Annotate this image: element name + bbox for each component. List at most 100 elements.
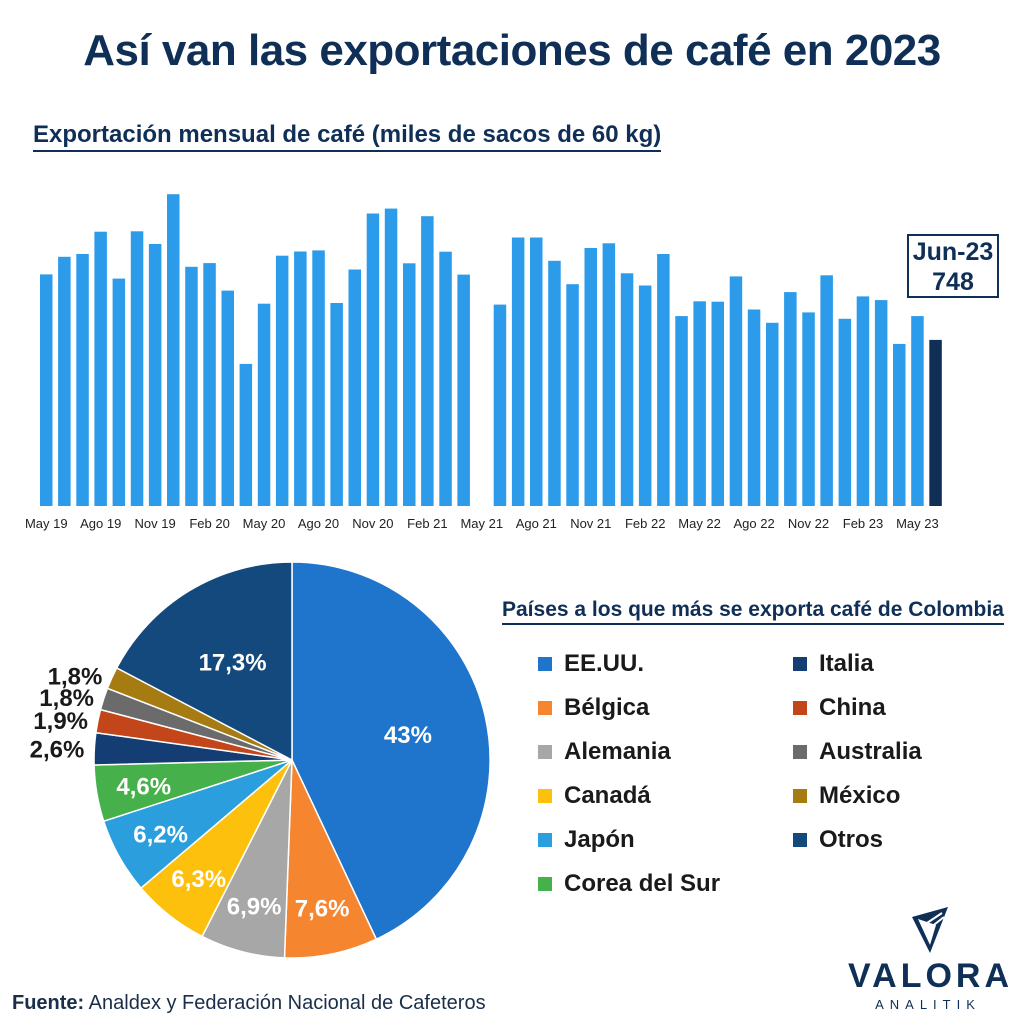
bar — [294, 251, 307, 506]
x-tick-label: Feb 20 — [189, 516, 229, 531]
legend-swatch — [538, 701, 552, 715]
bar — [403, 263, 416, 506]
bar — [257, 303, 271, 506]
logo-icon — [912, 907, 948, 953]
pie-value-label: 1,9% — [33, 708, 88, 735]
bar — [693, 301, 706, 506]
legend-label: Corea del Sur — [564, 870, 721, 897]
legend-title: Países a los que más se exporta café de … — [502, 598, 1004, 625]
bar — [893, 343, 906, 506]
legend-label: Japón — [564, 826, 635, 853]
legend-label: Australia — [819, 738, 922, 765]
bar — [620, 273, 634, 506]
latest-value-callout: Jun-23 748 — [907, 234, 999, 298]
bar — [820, 275, 833, 506]
pie-value-label: 17,3% — [199, 650, 267, 677]
bar-chart: May 19 Ago 19 Nov 19 Feb 20 May 20 Ago 20 Nov … — [25, 194, 942, 531]
bar — [76, 254, 89, 506]
bar — [838, 318, 852, 506]
legend-item: Bélgica — [538, 686, 793, 730]
legend-item: Italia — [793, 642, 1008, 686]
bar — [312, 250, 325, 506]
pie-legend: EE.UU. Italia Bélgica China Alemania Australi… — [538, 642, 1008, 906]
legend-label: EE.UU. — [564, 650, 645, 677]
bar — [439, 251, 452, 506]
x-tick-label: Ago 21 — [516, 516, 557, 531]
bar — [530, 237, 543, 506]
legend-item: EE.UU. — [538, 642, 793, 686]
bar — [384, 208, 398, 506]
bar — [203, 263, 216, 506]
x-tick-label: Ago 19 — [80, 516, 121, 531]
bar — [112, 278, 126, 506]
bar — [802, 312, 815, 506]
legend-item: Japón — [538, 818, 793, 862]
bar — [784, 292, 797, 506]
legend-swatch — [538, 833, 552, 847]
bar — [766, 322, 779, 506]
callout-label: Jun-23 — [912, 238, 994, 266]
bar — [747, 309, 761, 506]
x-tick-label: May 22 — [678, 516, 721, 531]
pie-value-label: 6,9% — [227, 894, 282, 921]
bar — [929, 339, 942, 506]
x-tick-label: May 20 — [243, 516, 286, 531]
source-note: Fuente: Analdex y Federación Nacional de… — [12, 992, 486, 1015]
x-tick-label: Nov 22 — [788, 516, 829, 531]
bar — [511, 237, 525, 506]
pie-value-label: 1,8% — [39, 685, 94, 712]
x-tick-label: Nov 19 — [134, 516, 175, 531]
legend-label: Canadá — [564, 782, 651, 809]
pie-slice — [291, 561, 491, 941]
bar — [711, 301, 724, 506]
legend-swatch — [538, 745, 552, 759]
bar — [675, 316, 688, 506]
pie-value-label: 43% — [384, 722, 432, 749]
legend-item: Corea del Sur — [538, 862, 793, 906]
bar — [185, 266, 198, 506]
pie-value-label: 1,8% — [48, 664, 103, 691]
bar — [130, 231, 144, 507]
bar — [457, 274, 470, 506]
x-tick-label: May 19 — [25, 516, 68, 531]
bar — [94, 231, 107, 506]
x-tick-label: Ago 20 — [298, 516, 339, 531]
legend-label: México — [819, 782, 901, 809]
bar-chart-title: Exportación mensual de café (miles de sa… — [33, 121, 662, 152]
bar — [638, 285, 652, 506]
bar — [421, 216, 434, 506]
legend-item: Canadá — [538, 774, 793, 818]
pie-value-label: 4,6% — [116, 773, 171, 800]
bar — [167, 194, 180, 506]
legend-label: China — [819, 694, 886, 721]
bar — [348, 269, 361, 506]
x-tick-label: Nov 20 — [352, 516, 393, 531]
bar — [856, 296, 870, 506]
bar — [874, 300, 888, 506]
x-tick-label: May 21 — [460, 516, 503, 531]
legend-spacer — [793, 862, 1008, 906]
x-tick-label: Nov 21 — [570, 516, 611, 531]
bar — [366, 213, 380, 506]
legend-label: Alemania — [564, 738, 671, 765]
x-tick-label: Feb 21 — [407, 516, 447, 531]
legend-swatch — [793, 745, 807, 759]
pie-value-label: 7,6% — [295, 895, 350, 922]
bar — [548, 260, 561, 506]
legend-swatch — [793, 833, 807, 847]
x-tick-label: May 23 — [896, 516, 939, 531]
bar — [566, 284, 579, 506]
legend-swatch — [793, 789, 807, 803]
logo-sub: ANALITIK — [875, 997, 981, 1012]
source-text: Analdex y Federación Nacional de Cafeter… — [88, 992, 486, 1014]
legend-swatch — [538, 789, 552, 803]
pie-slice — [283, 759, 378, 959]
bar — [493, 304, 507, 506]
x-tick-label: Feb 23 — [843, 516, 883, 531]
bar — [221, 290, 234, 506]
callout-value: 748 — [932, 268, 974, 296]
legend-item: China — [793, 686, 1008, 730]
legend-swatch — [793, 701, 807, 715]
legend-label: Bélgica — [564, 694, 650, 721]
legend-swatch — [793, 657, 807, 671]
